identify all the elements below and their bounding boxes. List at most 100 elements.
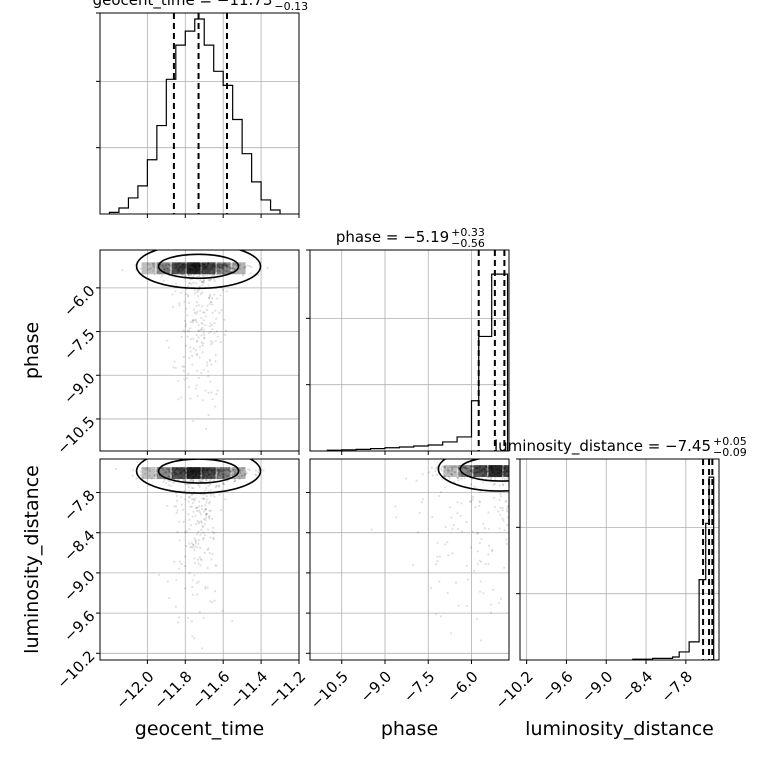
scatter-point [209, 278, 213, 281]
scatter-point [196, 353, 199, 356]
scatter-point [146, 262, 149, 265]
scatter-point [195, 312, 198, 315]
scatter-point [194, 514, 197, 518]
scatter-point [201, 284, 204, 287]
scatter-point [189, 350, 192, 353]
scatter-point [165, 267, 169, 270]
scatter-point [464, 466, 467, 469]
scatter-point [490, 477, 493, 480]
scatter-point [534, 467, 536, 469]
scatter-point [153, 273, 157, 276]
scatter-point [438, 580, 441, 583]
scatter-point [192, 487, 195, 490]
scatter-point [499, 597, 502, 601]
scatter-point [222, 470, 225, 473]
density-cell [473, 465, 488, 478]
scatter-point [469, 470, 472, 473]
scatter-point [222, 482, 225, 485]
scatter-point [202, 531, 205, 534]
scatter-point [206, 361, 209, 364]
scatter-point [167, 484, 170, 487]
scatter-point [191, 321, 194, 324]
panel-title: luminosity_distance = −7.45 [494, 437, 711, 456]
scatter-point [537, 469, 539, 471]
scatter-point [506, 524, 509, 527]
scatter-point [541, 473, 543, 475]
scatter-point [184, 555, 187, 558]
scatter-point [225, 468, 228, 471]
scatter-point [459, 514, 462, 517]
scatter-point [449, 632, 452, 635]
scatter-point [227, 468, 230, 471]
y-tick-label: −10.2 [53, 647, 98, 692]
scatter-point [177, 398, 180, 401]
scatter-point [211, 328, 214, 331]
scatter-point [145, 468, 148, 471]
scatter-point [166, 339, 169, 342]
x-axis-label-luminosity_distance: luminosity_distance [525, 718, 714, 740]
scatter-point [217, 472, 220, 476]
scatter-point [220, 265, 224, 268]
scatter-point [213, 532, 216, 535]
scatter-point [233, 470, 237, 473]
scatter-point [168, 470, 171, 473]
scatter-point [199, 309, 202, 312]
histogram-step [326, 273, 509, 451]
scatter-point [209, 359, 212, 363]
scatter-point [209, 600, 212, 603]
scatter-point [218, 311, 221, 314]
scatter-point [208, 296, 211, 300]
scatter-point [197, 329, 200, 332]
scatter-point [539, 471, 541, 473]
scatter-point [537, 467, 539, 469]
scatter-point [522, 465, 524, 467]
scatter-point [548, 467, 550, 469]
scatter-point [238, 263, 241, 266]
scatter-point [221, 482, 224, 485]
scatter-point [161, 264, 164, 267]
scatter-point [207, 296, 210, 299]
scatter-point [460, 473, 464, 477]
scatter-point [194, 318, 197, 321]
scatter-point [516, 471, 518, 473]
scatter-point [456, 476, 459, 479]
scatter-point [515, 470, 517, 472]
scatter-point [502, 519, 505, 522]
scatter-point [200, 321, 203, 324]
scatter-point [199, 564, 202, 567]
scatter-point [478, 590, 482, 593]
scatter-point [215, 263, 218, 266]
scatter-point [528, 467, 530, 469]
scatter-point [243, 267, 246, 270]
scatter-point [517, 479, 519, 481]
y-tick-label: −6.0 [60, 282, 98, 320]
scatter-point [188, 528, 191, 531]
scatter-point [210, 301, 213, 304]
scatter-point [593, 471, 595, 473]
scatter-point [548, 472, 550, 474]
scatter-point [245, 472, 248, 475]
scatter-point [512, 466, 514, 468]
scatter-point [229, 262, 232, 265]
scatter-point [148, 468, 151, 471]
scatter-point [524, 466, 526, 468]
scatter-point [464, 468, 467, 471]
scatter-point [221, 264, 224, 267]
scatter-point [494, 478, 497, 481]
scatter-point [220, 470, 224, 473]
scatter-point [513, 473, 515, 475]
scatter-point [534, 468, 536, 470]
scatter-point [163, 478, 166, 481]
scatter-point [451, 527, 454, 530]
density-cell [458, 465, 473, 478]
scatter-point [168, 470, 171, 473]
scatter-point [233, 477, 236, 481]
scatter-point [466, 471, 469, 475]
scatter-point [201, 280, 204, 283]
scatter-point [219, 294, 222, 297]
scatter-point [515, 478, 517, 480]
scatter-point [201, 480, 204, 483]
scatter-point [175, 494, 179, 497]
scatter-point [462, 466, 465, 469]
scatter-point [462, 466, 465, 469]
